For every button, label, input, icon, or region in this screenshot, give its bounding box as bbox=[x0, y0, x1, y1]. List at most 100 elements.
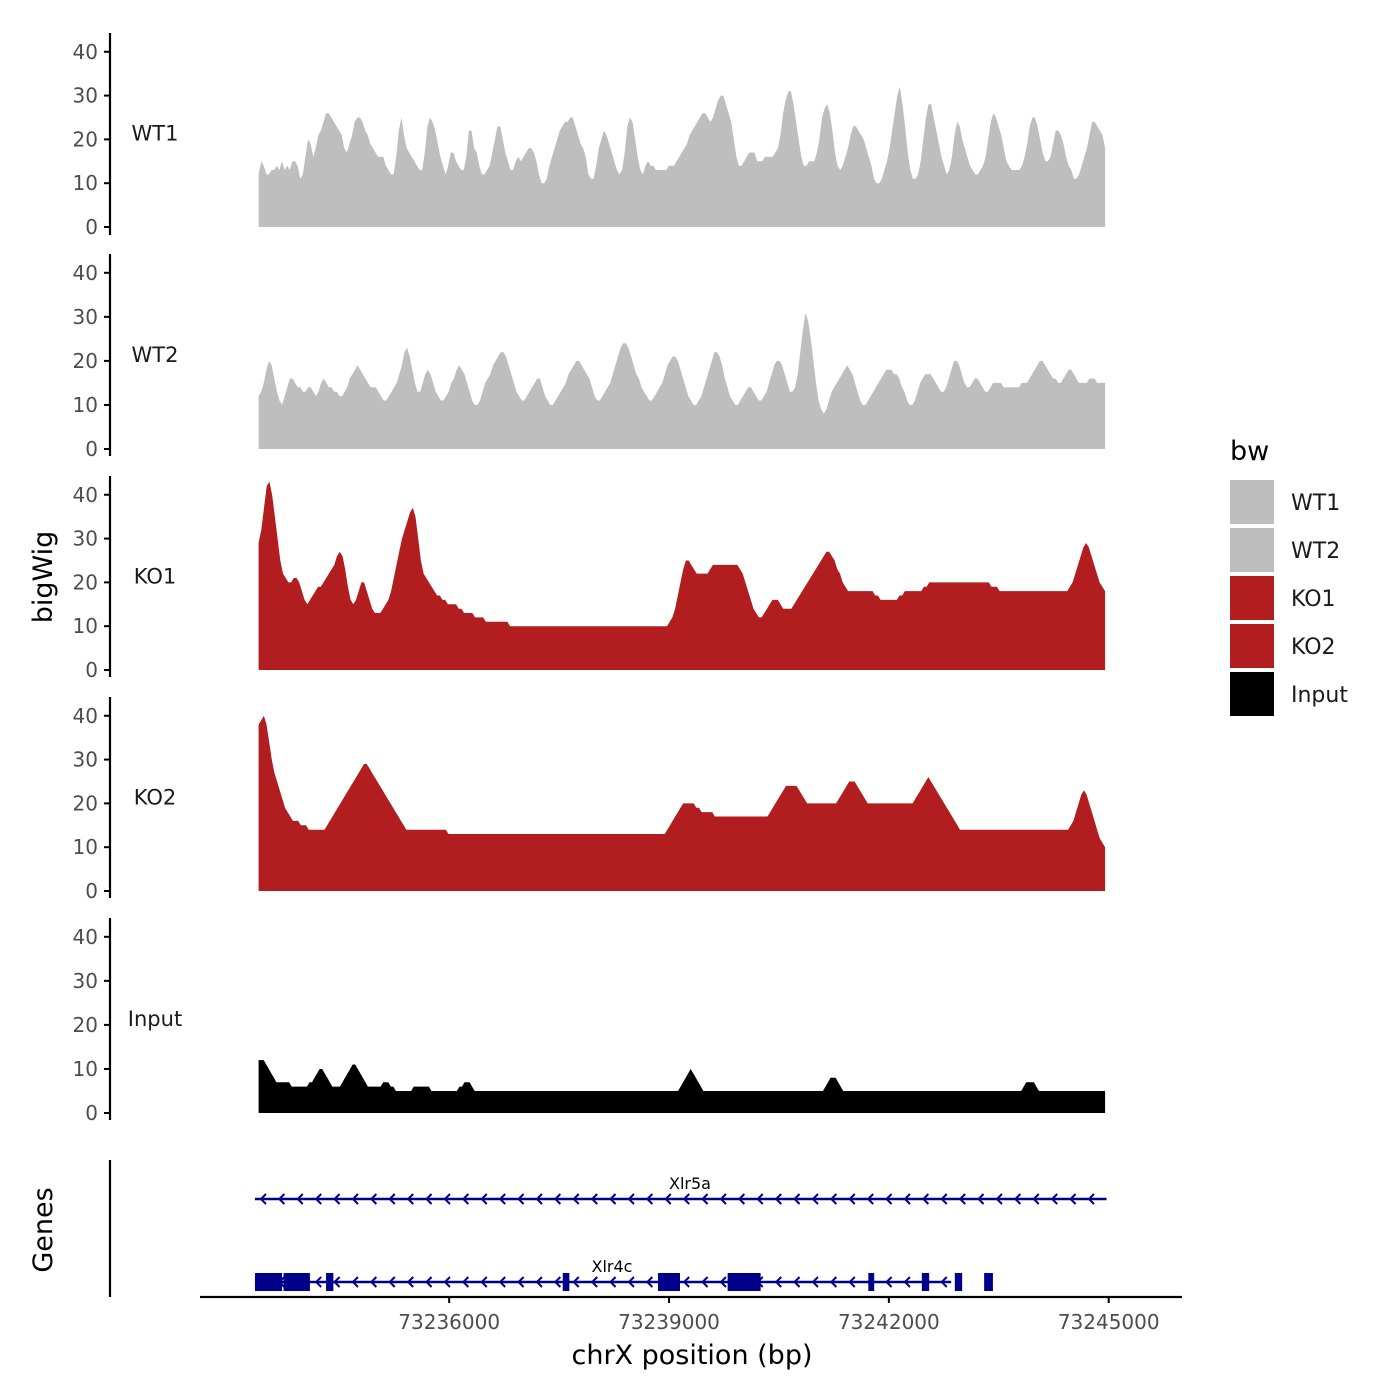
track-area-wt2 bbox=[258, 312, 1106, 449]
legend-swatch bbox=[1230, 528, 1274, 572]
strand-arrow bbox=[609, 1193, 617, 1205]
x-tick-label: 73239000 bbox=[618, 1310, 720, 1334]
x-tick-label: 73245000 bbox=[1058, 1310, 1160, 1334]
x-axis: 73236000 73239000 73242000 73245000 bbox=[200, 1295, 1182, 1334]
strand-arrow bbox=[388, 1276, 396, 1288]
strand-arrow bbox=[645, 1276, 654, 1288]
strand-arrow bbox=[314, 1276, 322, 1288]
strand-arrow bbox=[590, 1193, 598, 1205]
y-tick-label: 20 bbox=[73, 570, 98, 594]
genes-axis-title: Genes bbox=[28, 1187, 59, 1272]
strand-arrow bbox=[958, 1193, 966, 1205]
strand-arrow bbox=[1069, 1193, 1077, 1205]
y-tick-label: 0 bbox=[85, 658, 98, 682]
legend-item-input: Input bbox=[1230, 672, 1348, 716]
x-tick-label: 73236000 bbox=[398, 1310, 500, 1334]
track-ko2: 0 10 20 30 40 KO2 bbox=[73, 697, 1106, 903]
legend-label: Input bbox=[1291, 683, 1348, 708]
exon bbox=[984, 1273, 993, 1291]
strand-arrow bbox=[885, 1276, 893, 1288]
track-area-wt1 bbox=[258, 86, 1106, 227]
strand-arrow bbox=[1087, 1193, 1095, 1205]
strand-arrow bbox=[829, 1276, 838, 1288]
strand-arrow bbox=[590, 1276, 598, 1288]
track-ko1: 0 10 20 30 40 KO1 bbox=[73, 476, 1106, 682]
strand-arrow bbox=[388, 1193, 396, 1205]
legend-item-wt1: WT1 bbox=[1230, 480, 1340, 524]
strand-arrow bbox=[664, 1193, 672, 1205]
exon bbox=[658, 1273, 681, 1291]
exon bbox=[868, 1273, 875, 1291]
y-tick-label: 40 bbox=[73, 483, 98, 507]
strand-arrow bbox=[774, 1193, 782, 1205]
strand-arrow bbox=[774, 1276, 782, 1288]
strand-arrow bbox=[627, 1193, 635, 1205]
legend-label: KO2 bbox=[1291, 635, 1336, 660]
legend-title: bw bbox=[1230, 436, 1269, 467]
y-tick-label: 30 bbox=[73, 527, 98, 551]
track-label: KO2 bbox=[134, 785, 177, 809]
strand-arrow bbox=[480, 1276, 488, 1288]
genes-layer: Xlr5a Xlr4c bbox=[108, 1160, 1107, 1297]
track-label: WT1 bbox=[132, 121, 179, 145]
exon bbox=[326, 1273, 334, 1291]
gene-label: Xlr5a bbox=[669, 1174, 711, 1193]
gene-xlr4c: Xlr4c bbox=[254, 1257, 993, 1291]
legend-item-wt2: WT2 bbox=[1230, 528, 1340, 572]
strand-arrow bbox=[277, 1193, 286, 1205]
strand-arrow bbox=[848, 1276, 856, 1288]
exon bbox=[921, 1273, 930, 1291]
strand-arrow bbox=[627, 1276, 635, 1288]
strand-arrow bbox=[333, 1193, 341, 1205]
y-tick-label: 40 bbox=[73, 704, 98, 728]
y-tick-label: 20 bbox=[73, 349, 98, 373]
strand-arrow bbox=[296, 1193, 304, 1205]
strand-arrow bbox=[572, 1193, 580, 1205]
strand-arrow bbox=[443, 1193, 451, 1205]
strand-arrow bbox=[701, 1193, 709, 1205]
track-input: 0 10 20 30 40 Input bbox=[73, 918, 1106, 1125]
track-wt1: 0 10 20 30 40 WT1 bbox=[73, 33, 1106, 239]
strand-arrow bbox=[553, 1276, 562, 1288]
legend-item-ko1: KO1 bbox=[1230, 576, 1336, 620]
strand-arrow bbox=[425, 1276, 433, 1288]
track-label: KO1 bbox=[134, 564, 177, 588]
y-tick-label: 20 bbox=[73, 1013, 98, 1037]
strand-arrow bbox=[369, 1193, 378, 1205]
strand-arrow bbox=[314, 1193, 322, 1205]
legend: WT1 WT2 KO1 KO2 Input bbox=[1230, 480, 1348, 716]
strand-arrow bbox=[609, 1276, 617, 1288]
strand-arrow bbox=[333, 1276, 341, 1288]
track-label: WT2 bbox=[132, 343, 179, 367]
strand-arrow bbox=[719, 1193, 727, 1205]
y-tick-label: 0 bbox=[85, 1101, 98, 1125]
gene-xlr5a: Xlr5a bbox=[254, 1174, 1107, 1205]
strand-arrow bbox=[535, 1276, 543, 1288]
strand-arrow bbox=[480, 1193, 488, 1205]
strand-arrow bbox=[719, 1276, 727, 1288]
x-axis-title: chrX position (bp) bbox=[571, 1340, 812, 1371]
strand-arrow bbox=[259, 1193, 267, 1205]
track-wt2: 0 10 20 30 40 WT2 bbox=[73, 254, 1106, 461]
strand-arrow bbox=[351, 1193, 359, 1205]
y-tick-label: 20 bbox=[73, 127, 98, 151]
strand-arrow bbox=[682, 1193, 690, 1205]
strand-arrow bbox=[553, 1193, 562, 1205]
tracks-layer: 0 10 20 30 40 WT1 0 10 20 30 40 WT2 0 10 20 30 40 KO1 0 10 2… bbox=[73, 33, 1106, 1125]
strand-arrow bbox=[793, 1276, 801, 1288]
strand-arrow bbox=[535, 1193, 543, 1205]
strand-arrow bbox=[848, 1193, 856, 1205]
strand-arrow bbox=[829, 1193, 838, 1205]
strand-arrow bbox=[940, 1276, 948, 1288]
strand-arrow bbox=[977, 1193, 985, 1205]
y-tick-label: 30 bbox=[73, 969, 98, 993]
y-tick-label: 10 bbox=[73, 1057, 98, 1081]
exon bbox=[727, 1273, 761, 1291]
legend-swatch bbox=[1230, 480, 1274, 524]
strand-arrow bbox=[701, 1276, 709, 1288]
strand-arrow bbox=[903, 1193, 911, 1205]
strand-arrow bbox=[1032, 1193, 1040, 1205]
strand-arrow bbox=[793, 1193, 801, 1205]
strand-arrow bbox=[498, 1276, 506, 1288]
